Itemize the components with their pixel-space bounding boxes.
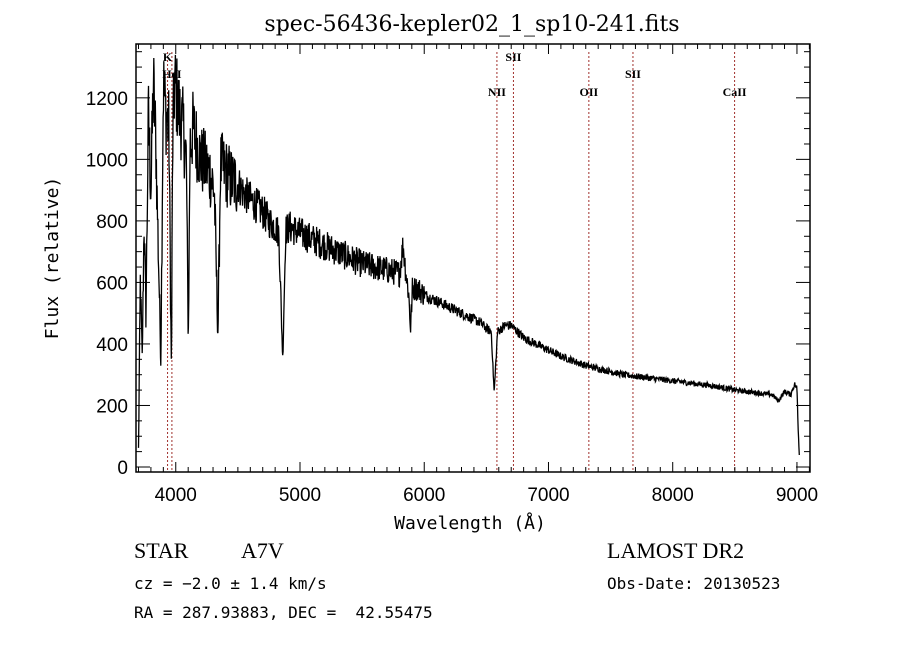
x-tick-label: 4000 <box>155 485 197 506</box>
y-tick-label: 1200 <box>86 89 128 110</box>
spectral-line-label: OII <box>580 85 599 99</box>
x-tick-label: 7000 <box>527 485 569 506</box>
spectral-line-label: SII <box>625 67 641 81</box>
plot-frame <box>135 43 811 473</box>
x-axis-label: Wavelength (Å) <box>394 512 546 534</box>
observation-date: Obs-Date: 20130523 <box>607 574 781 593</box>
y-tick-label: 1000 <box>86 150 128 171</box>
survey-name: LAMOST DR2 <box>607 538 745 563</box>
y-tick-labels: 0 200 400 600 800 1000 1200 <box>86 89 128 479</box>
redshift-cz: cz = −2.0 ± 1.4 km/s <box>134 574 327 593</box>
y-tick-label: 800 <box>96 212 128 233</box>
y-tick-label: 200 <box>96 396 128 417</box>
spectral-line-label: CaII <box>723 85 747 99</box>
spectral-line-label: NII <box>488 85 506 99</box>
object-type: STAR <box>134 538 189 563</box>
x-tick-label: 5000 <box>279 485 321 506</box>
y-tick-label: 400 <box>96 335 128 356</box>
spectrum-series <box>137 54 800 456</box>
coordinates: RA = 287.93883, DEC = 42.55475 <box>134 603 433 622</box>
y-tick-label: 600 <box>96 273 128 294</box>
chart-title: spec-56436-kepler02_1_sp10-241.fits <box>264 12 679 37</box>
y-tick-label: 0 <box>117 458 128 479</box>
spectral-line-label: SII <box>505 50 521 64</box>
x-tick-label: 6000 <box>403 485 445 506</box>
spectral-line-label: K <box>163 50 173 64</box>
x-tick-labels: 4000 5000 6000 7000 8000 9000 <box>155 485 818 506</box>
object-subclass: A7V <box>241 538 284 563</box>
spectrum-line <box>137 54 800 456</box>
x-tick-label: 8000 <box>652 485 694 506</box>
x-tick-label: 9000 <box>776 485 818 506</box>
axis-ticks <box>136 44 810 472</box>
y-axis-label: Flux (relative) <box>42 177 63 340</box>
